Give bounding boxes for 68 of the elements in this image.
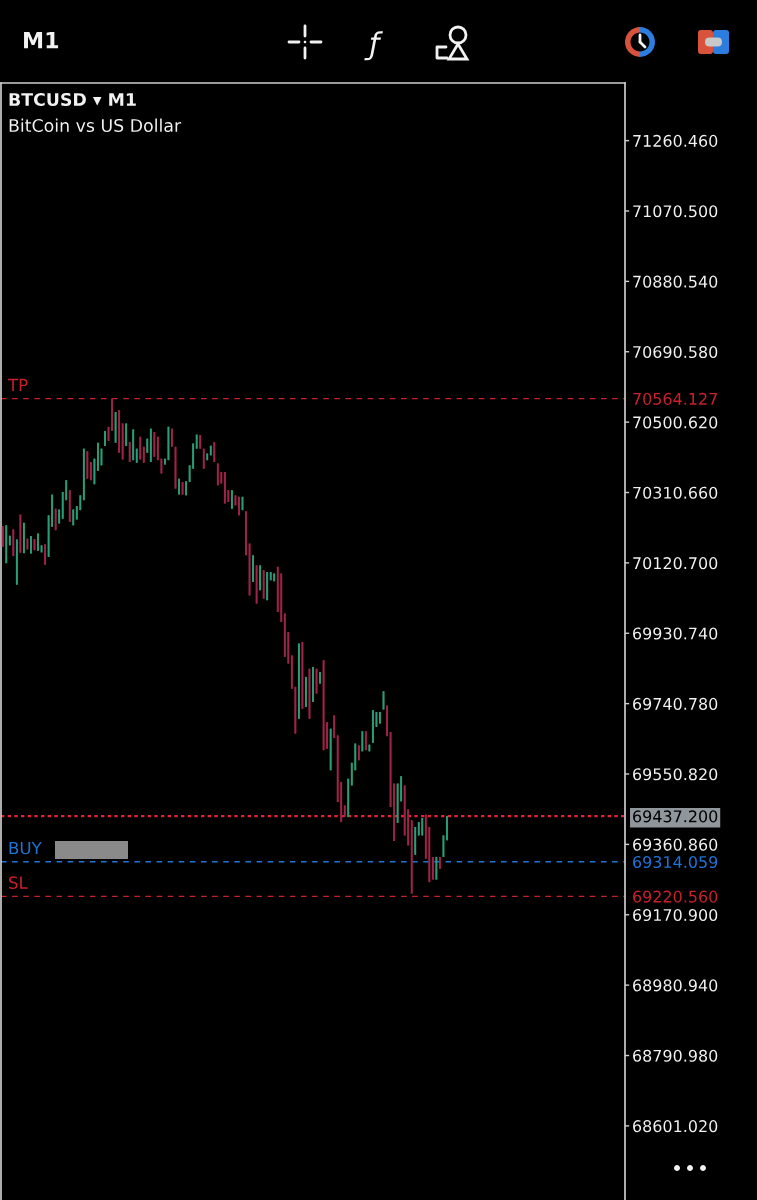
candlestick [1, 525, 4, 548]
candlestick [435, 856, 438, 881]
y-tick-label: 70500.620 [633, 416, 718, 429]
candlestick [37, 532, 39, 552]
candlestick [248, 542, 251, 597]
candlestick [301, 641, 304, 710]
candlestick [230, 489, 233, 510]
candlestick [167, 426, 170, 461]
y-tick-label: 68980.940 [633, 979, 718, 992]
candlestick [86, 450, 89, 480]
candlestick [386, 704, 388, 737]
ref-line-label: BUY [9, 841, 42, 855]
y-tick-label: 70564.127 [633, 392, 717, 405]
chart-title: BTCUSD ▾ M1 [9, 92, 136, 107]
candlestick [93, 457, 96, 485]
candlestick [329, 728, 332, 771]
candlestick [40, 544, 43, 554]
y-tick-label: 70310.660 [633, 486, 718, 499]
candlestick [96, 442, 99, 472]
candlestick [114, 411, 117, 444]
y-tick-label: 69550.820 [633, 768, 718, 781]
ref-line-label: TP [7, 378, 28, 391]
y-tick-label: 69930.740 [633, 627, 718, 640]
candlestick [26, 537, 29, 551]
y-tick-label: 70880.540 [633, 275, 718, 288]
y-tick-label: 71260.460 [633, 134, 718, 147]
candlestick [195, 433, 198, 450]
y-tick-label: 71070.500 [633, 205, 718, 218]
y-tick-label: 69740.780 [633, 697, 718, 710]
candlestick [379, 711, 381, 725]
candlestick [241, 496, 244, 511]
candlestick [262, 569, 265, 600]
candlestick [30, 535, 32, 555]
candlestick [319, 671, 322, 685]
text: BitCoin vs US Dollar [9, 118, 182, 133]
candlestick [361, 730, 364, 753]
candlestick [255, 564, 258, 605]
y-tick-label: 68790.980 [633, 1049, 718, 1062]
candlestick [181, 481, 184, 496]
y-tick-label: 69220.560 [633, 890, 718, 903]
candlestick [19, 513, 22, 554]
y-tick-label: 70690.580 [633, 345, 718, 359]
candlestick [12, 528, 15, 557]
y-tick-label: 69360.860 [633, 838, 718, 851]
candlestick [446, 815, 448, 841]
y-tick-label: 69437.200 [633, 810, 718, 823]
y-tick-label: 70120.700 [633, 557, 718, 570]
candlestick [44, 543, 47, 566]
candlestick [245, 510, 247, 557]
candlestick [368, 743, 371, 753]
ref-line-label: SL [9, 876, 28, 889]
y-tick-label: 69170.900 [633, 908, 718, 922]
text: M1 [24, 31, 59, 49]
y-tick-label: 69314.059 [633, 855, 718, 869]
candlestick [312, 666, 314, 703]
candlestick [234, 494, 237, 507]
candlestick [322, 659, 325, 751]
candlestick [442, 834, 445, 858]
candlestick [153, 431, 156, 458]
candlestick [111, 397, 114, 432]
candlestick [104, 430, 106, 447]
candlestick [178, 477, 180, 496]
candlestick [121, 422, 124, 461]
candlestick [171, 427, 173, 448]
candlestick [304, 676, 307, 708]
y-tick-label: 68601.020 [633, 1120, 718, 1133]
candlestick [54, 507, 57, 531]
candlestick [238, 496, 240, 517]
